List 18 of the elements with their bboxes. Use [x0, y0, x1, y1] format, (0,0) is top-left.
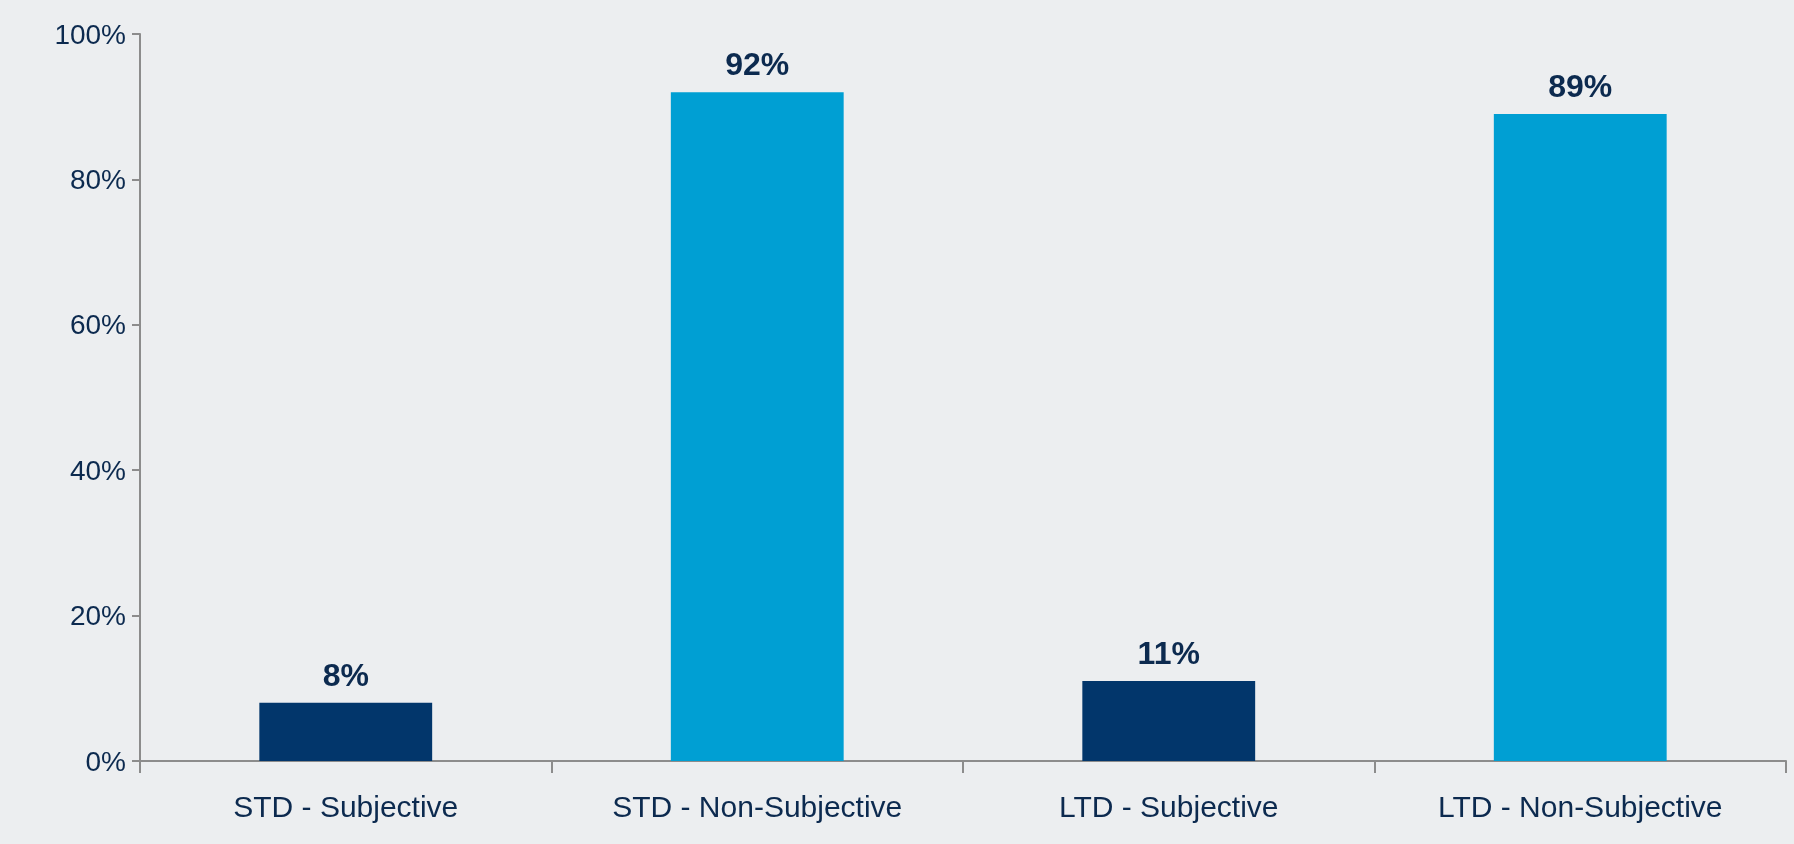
x-tick-label: LTD - Subjective: [1058, 789, 1279, 823]
bar: [259, 702, 433, 761]
data-label: 89%: [1548, 67, 1613, 104]
y-tick-label: 80%: [69, 163, 126, 195]
data-label: 92%: [725, 46, 790, 83]
bar: [1082, 681, 1256, 761]
y-tick-label: 0%: [85, 745, 126, 777]
x-tick-label: STD - Non-Subjective: [612, 789, 903, 823]
bar: [670, 92, 844, 761]
y-tick-label: 100%: [54, 18, 126, 50]
y-tick-label: 60%: [69, 309, 126, 341]
data-label: 11%: [1137, 635, 1200, 672]
y-tick-label: 40%: [69, 454, 126, 486]
x-tick-label: STD - Subjective: [233, 789, 459, 823]
x-tick-label: LTD - Non-Subjective: [1437, 789, 1723, 823]
data-label: 8%: [322, 656, 369, 693]
bar: [1493, 113, 1667, 761]
y-tick-label: 20%: [69, 600, 126, 632]
